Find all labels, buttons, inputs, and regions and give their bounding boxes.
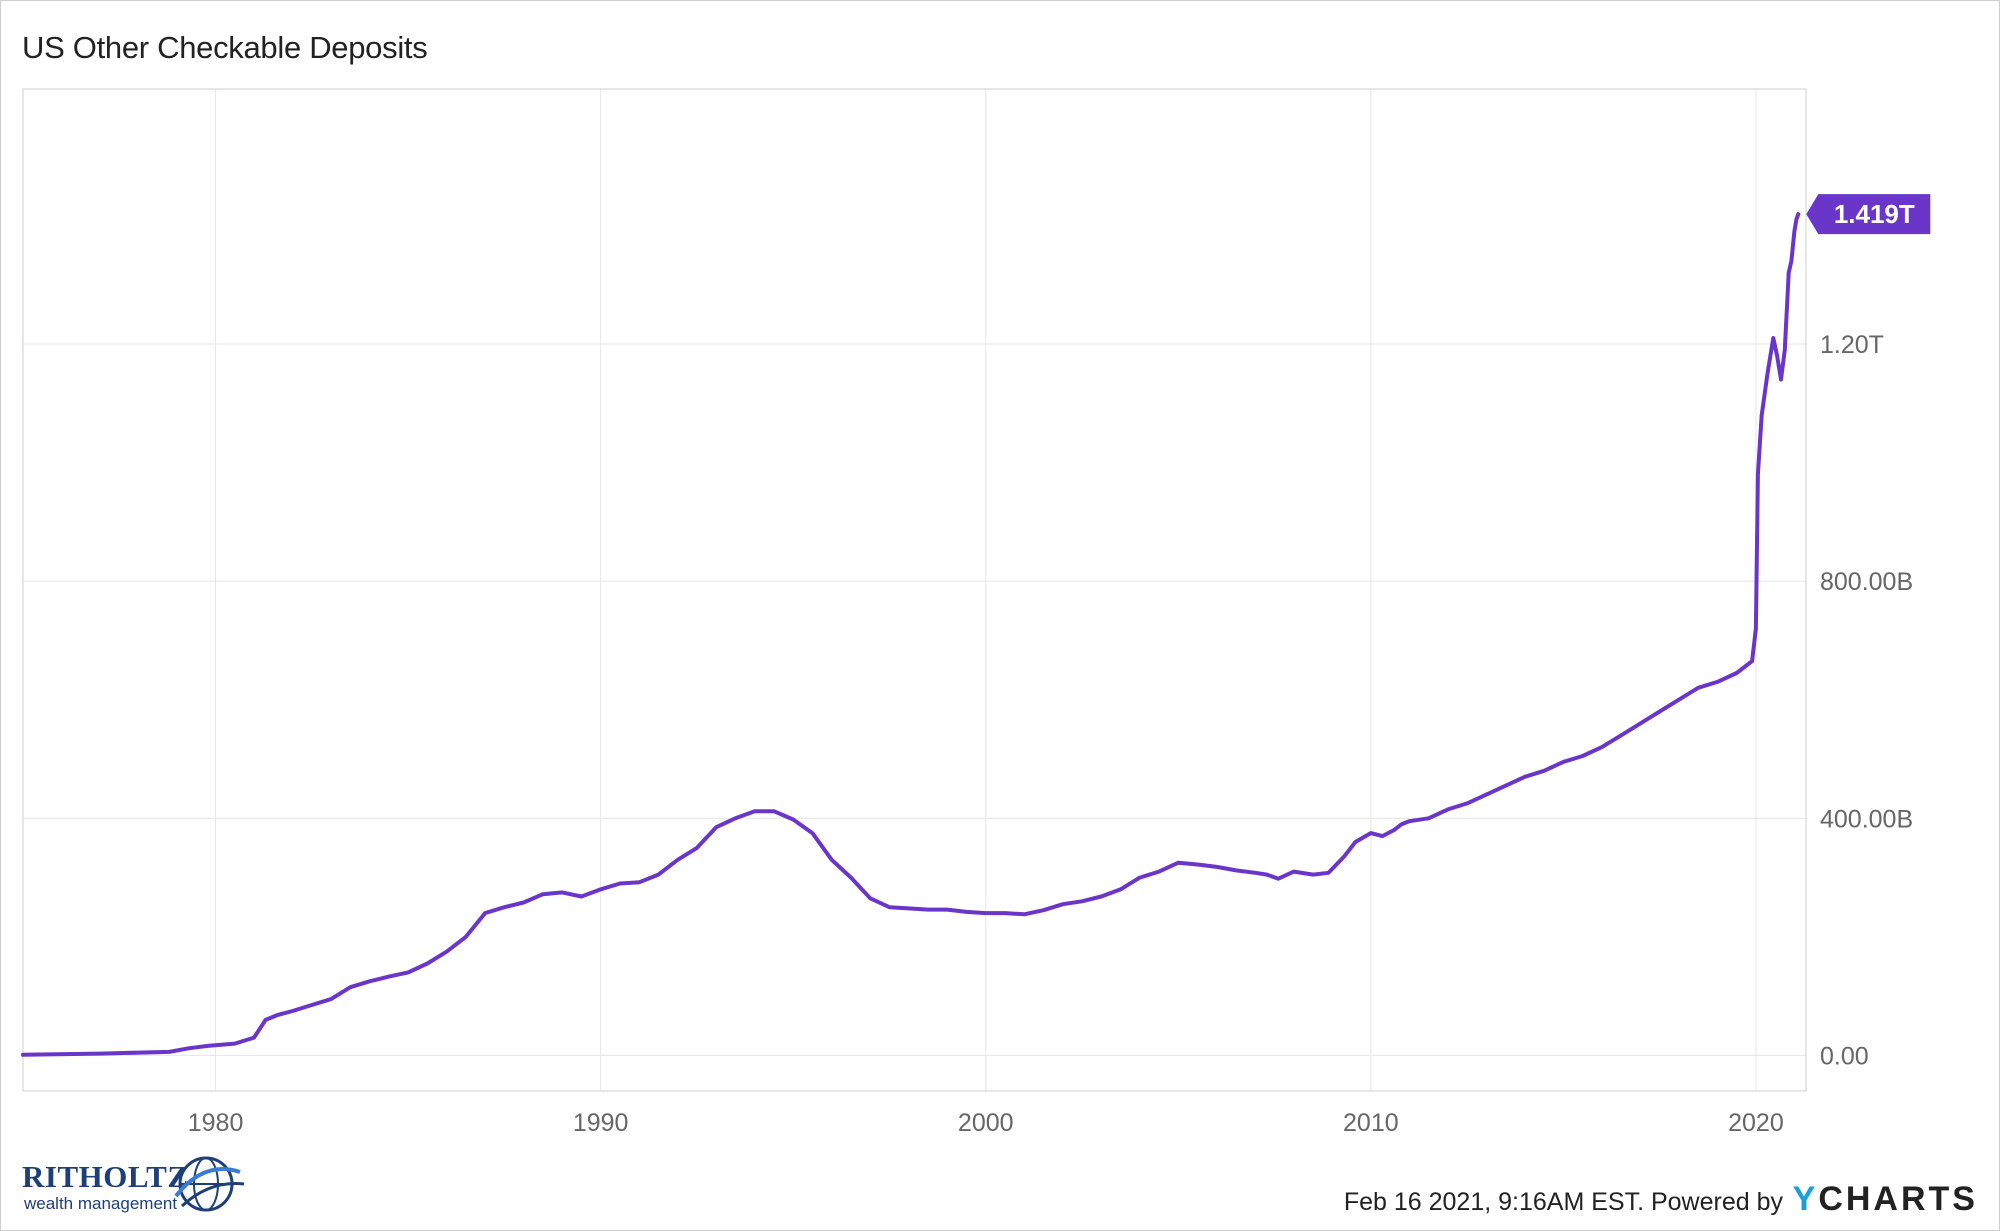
y-tick-label: 400.00B	[1820, 805, 1913, 833]
last-value-badge: 1.419T	[1806, 194, 1931, 235]
logo-name: RITHOLTZ	[22, 1159, 189, 1194]
y-tick-label: 0.00	[1820, 1042, 1869, 1070]
y-axis-ticks: 0.00 400.00B 800.00B 1.20T	[1820, 331, 1913, 1070]
plot-area	[22, 88, 1807, 1092]
series-line	[21, 212, 1801, 1057]
y-tick-label: 1.20T	[1820, 331, 1884, 359]
grid	[23, 89, 1806, 1091]
x-tick-label: 2010	[1343, 1109, 1399, 1137]
last-value-badge-shape	[1806, 194, 1931, 235]
ycharts-wordmark: CHARTS	[1818, 1180, 1978, 1218]
x-tick-label: 2000	[958, 1109, 1014, 1137]
x-tick-label: 2020	[1728, 1109, 1784, 1137]
last-value-label: 1.419T	[1834, 199, 1915, 229]
ycharts-y: Y	[1792, 1180, 1819, 1218]
ycharts-logo[interactable]: YCHARTS	[1793, 1180, 1978, 1219]
x-tick-label: 1980	[188, 1109, 244, 1137]
x-tick-label: 1990	[573, 1109, 629, 1137]
x-axis-ticks: 1980 1990 2000 2010 2020	[188, 1109, 1784, 1137]
chart-title: US Other Checkable Deposits	[22, 30, 428, 65]
y-tick-label: 800.00B	[1820, 568, 1913, 596]
ritholtz-logo: RITHOLTZ wealth management	[22, 1150, 252, 1220]
footer-timestamp: Feb 16 2021, 9:16AM EST. Powered by	[1343, 1188, 1783, 1216]
globe-icon	[174, 1156, 245, 1212]
logo-tagline: wealth management	[24, 1194, 178, 1213]
